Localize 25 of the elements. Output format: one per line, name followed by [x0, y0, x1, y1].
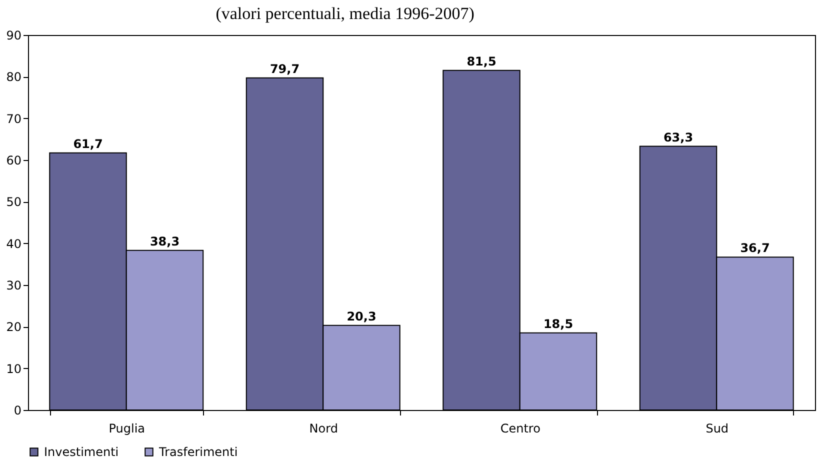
y-tick-label: 90: [6, 28, 22, 42]
y-tick-label: 0: [14, 404, 22, 418]
data-label: 18,5: [543, 316, 574, 331]
x-tick-label: Sud: [706, 422, 729, 436]
x-tick-label: Centro: [500, 422, 540, 436]
y-tick-label: 30: [6, 278, 22, 292]
x-tick-label: Nord: [309, 422, 338, 436]
chart-subtitle: (valori percentuali, media 1996-2007): [216, 4, 474, 23]
y-tick-label: 80: [6, 70, 22, 84]
data-label: 20,3: [346, 309, 376, 324]
data-label: 61,7: [73, 136, 103, 151]
data-label: 36,7: [740, 241, 770, 256]
data-label: 81,5: [466, 54, 496, 68]
legend-label: Investimenti: [44, 445, 119, 459]
y-tick-label: 40: [6, 236, 22, 251]
y-tick-label: 70: [6, 112, 22, 126]
x-tick-label: Puglia: [108, 422, 146, 436]
data-label: 79,7: [270, 62, 300, 76]
y-tick-label: 50: [6, 195, 22, 210]
y-tick-label: 60: [6, 154, 22, 168]
data-label: 38,3: [150, 234, 180, 248]
legend-label: Trasferimenti: [158, 445, 238, 459]
y-tick-label: 20: [6, 320, 22, 334]
data-label: 63,3: [663, 130, 694, 144]
y-tick-label: 10: [6, 362, 22, 376]
